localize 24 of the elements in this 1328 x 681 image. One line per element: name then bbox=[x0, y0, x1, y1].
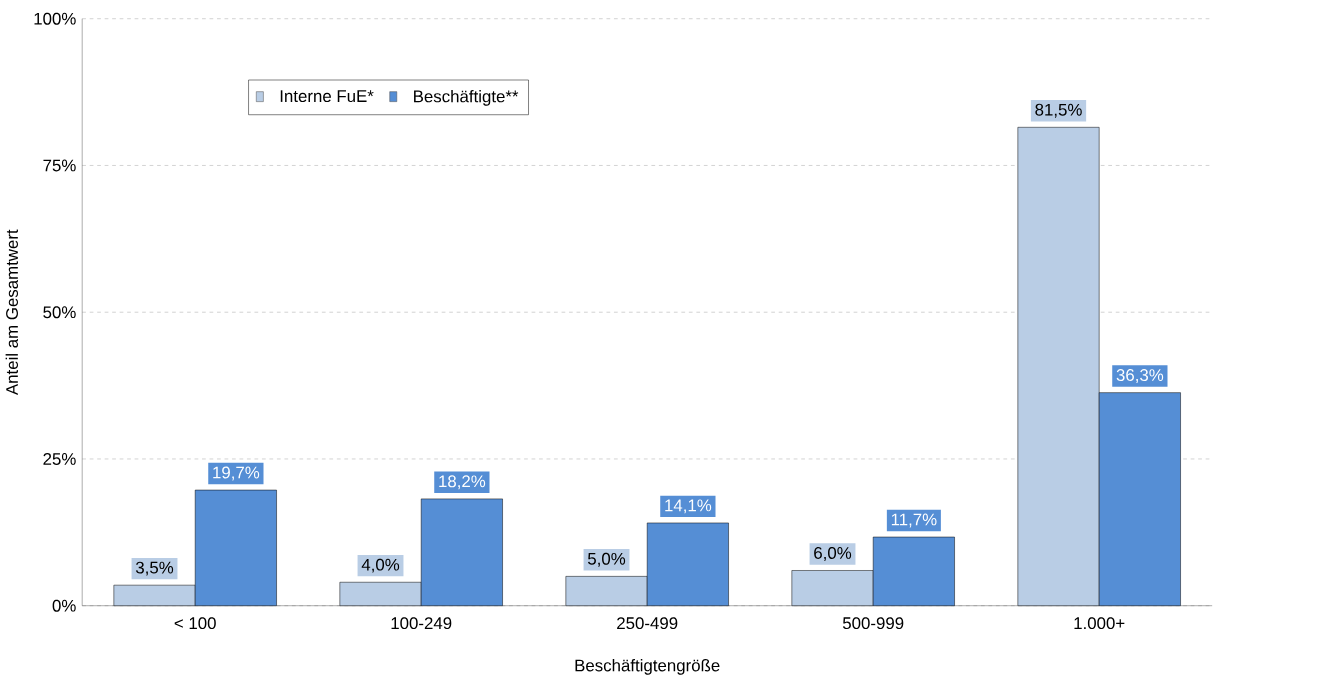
data-label: 81,5% bbox=[1035, 103, 1082, 118]
x-tick-label: 1.000+ bbox=[1074, 617, 1125, 630]
data-label: 18,2% bbox=[439, 475, 486, 490]
y-tick-label: 25% bbox=[43, 453, 76, 466]
data-label: 14,1% bbox=[665, 499, 712, 514]
data-label: 5,0% bbox=[587, 553, 626, 567]
legend-label: Beschäftigte** bbox=[414, 90, 519, 106]
data-label: 6,0% bbox=[814, 547, 852, 562]
y-tick-label: 100% bbox=[34, 12, 76, 25]
x-tick-label: 100-249 bbox=[391, 617, 452, 630]
legend-label: Interne FuE* bbox=[280, 90, 374, 103]
y-tick-label: 0% bbox=[52, 599, 76, 612]
y-axis-title: Anteil am Gesamtwert bbox=[5, 229, 18, 396]
y-tick-label: 50% bbox=[43, 306, 76, 319]
y-tick-label: 75% bbox=[43, 159, 76, 172]
data-label: 3,5% bbox=[135, 561, 174, 576]
x-axis-title: Beschäftigtengröße bbox=[575, 659, 720, 675]
data-label: 4,0% bbox=[361, 558, 400, 573]
data-label: 11,7% bbox=[891, 513, 937, 528]
x-tick-label: 250-499 bbox=[617, 617, 678, 630]
x-tick-label: 500-999 bbox=[842, 617, 904, 630]
x-tick-label: < 100 bbox=[174, 617, 216, 630]
data-label: 36,3% bbox=[1116, 369, 1164, 384]
data-label: 19,7% bbox=[213, 466, 260, 481]
